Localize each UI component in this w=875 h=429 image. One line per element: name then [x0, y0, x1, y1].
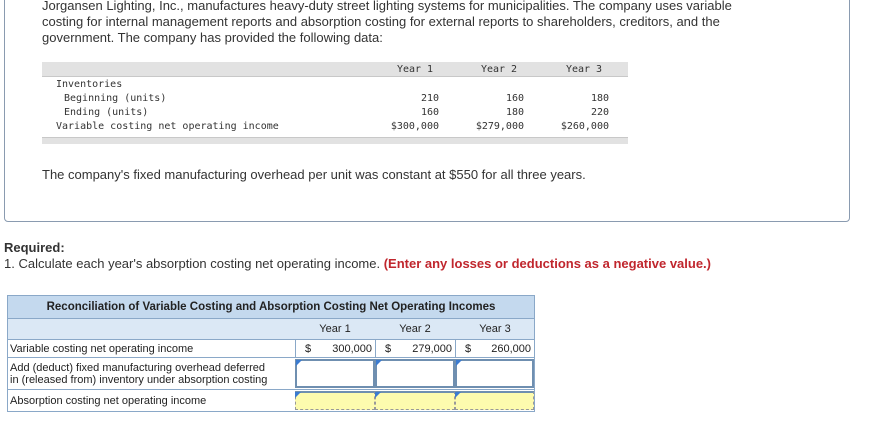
recon-row-absorption-noi: Absorption costing net operating income — [7, 390, 535, 412]
header-year-1: Year 1 — [396, 64, 434, 75]
recon-cell-year-1: $ 300,000 — [295, 340, 375, 357]
value-year-2: $279,000 — [475, 121, 524, 132]
data-table-header: Year 1 Year 2 Year 3 — [42, 62, 628, 77]
fixed-overhead-note: The company's fixed manufacturing overhe… — [42, 167, 586, 182]
reconciliation-title: Reconciliation of Variable Costing and A… — [7, 295, 535, 319]
recon-value-year-1: 300,000 — [332, 343, 372, 355]
recon-row-adjustment: Add (deduct) fixed manufacturing overhea… — [7, 358, 535, 390]
value-year-1: 210 — [420, 93, 439, 104]
intro-line-2: costing for internal management reports … — [42, 14, 720, 29]
flag-marker-icon — [455, 392, 461, 398]
given-data-table: Year 1 Year 2 Year 3 Inventories Beginni… — [42, 62, 628, 144]
absorption-noi-input-year-1[interactable] — [295, 391, 375, 410]
row-label: Ending (units) — [64, 107, 149, 118]
intro-line-1: Jorgansen Lighting, Inc., manufactures h… — [42, 0, 732, 13]
recon-row-variable-noi: Variable costing net operating income $ … — [7, 340, 535, 358]
required-text: 1. Calculate each year's absorption cost… — [4, 256, 381, 271]
recon-row-label-line-2: in (released from) inventory under absor… — [10, 374, 268, 386]
row-variable-noi: Variable costing net operating income $3… — [42, 121, 628, 135]
dollar-sign: $ — [305, 343, 312, 355]
header-year-2: Year 2 — [480, 64, 518, 75]
value-year-3: 180 — [590, 93, 609, 104]
recon-header-year-3: Year 3 — [479, 323, 511, 335]
adjustment-input-year-3[interactable] — [455, 359, 534, 388]
reconciliation-header: Year 1 Year 2 Year 3 — [7, 319, 535, 340]
adjustment-input-year-1[interactable] — [295, 359, 375, 388]
value-year-2: 160 — [505, 93, 524, 104]
flag-marker-icon — [296, 360, 302, 366]
dollar-sign: $ — [465, 343, 472, 355]
row-label: Variable costing net operating income — [56, 121, 279, 132]
reconciliation-table: Reconciliation of Variable Costing and A… — [7, 295, 535, 412]
value-year-2: 180 — [505, 107, 524, 118]
recon-row-label: Absorption costing net operating income — [10, 395, 207, 407]
value-year-3: 220 — [590, 107, 609, 118]
required-instruction: 1. Calculate each year's absorption cost… — [4, 256, 711, 272]
intro-line-3: government. The company has provided the… — [42, 30, 383, 45]
recon-header-year-2: Year 2 — [399, 323, 431, 335]
recon-cell-year-3: $ 260,000 — [455, 340, 534, 357]
data-table-footer — [42, 137, 628, 144]
absorption-noi-input-year-2[interactable] — [375, 391, 455, 410]
recon-row-label: Add (deduct) fixed manufacturing overhea… — [10, 362, 267, 386]
recon-value-year-2: 279,000 — [412, 343, 452, 355]
recon-row-label: Variable costing net operating income — [10, 343, 194, 355]
row-inventories: Inventories — [42, 79, 628, 93]
dollar-sign: $ — [385, 343, 392, 355]
problem-intro: Jorgansen Lighting, Inc., manufactures h… — [42, 0, 822, 46]
row-label: Inventories — [56, 79, 123, 90]
required-title: Required: — [4, 240, 65, 255]
absorption-noi-input-year-3[interactable] — [455, 391, 534, 410]
value-year-1: $300,000 — [390, 121, 439, 132]
adjustment-input-year-2[interactable] — [375, 359, 455, 388]
row-label: Beginning (units) — [64, 93, 167, 104]
row-beginning-units: Beginning (units) 210 160 180 — [42, 93, 628, 107]
value-year-3: $260,000 — [560, 121, 609, 132]
flag-marker-icon — [375, 392, 381, 398]
value-year-1: 160 — [420, 107, 439, 118]
recon-cell-year-2: $ 279,000 — [375, 340, 455, 357]
flag-marker-icon — [295, 392, 301, 398]
flag-marker-icon — [456, 360, 462, 366]
required-section: Required: 1. Calculate each year's absor… — [4, 240, 711, 272]
header-year-3: Year 3 — [565, 64, 603, 75]
required-emphasis: (Enter any losses or deductions as a neg… — [383, 256, 711, 271]
recon-row-label-line-1: Add (deduct) fixed manufacturing overhea… — [10, 362, 265, 374]
recon-header-year-1: Year 1 — [319, 323, 351, 335]
row-ending-units: Ending (units) 160 180 220 — [42, 107, 628, 121]
problem-box — [4, 0, 850, 222]
flag-marker-icon — [376, 360, 382, 366]
recon-value-year-3: 260,000 — [491, 343, 531, 355]
